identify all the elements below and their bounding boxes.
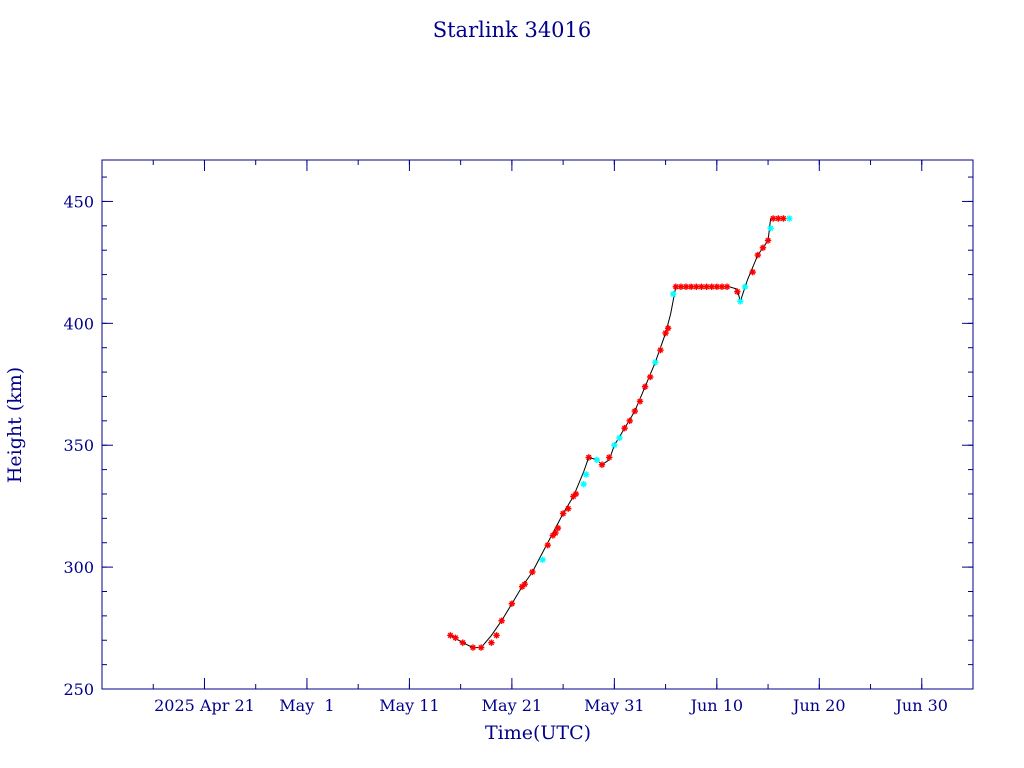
data-point: [670, 290, 677, 298]
data-point: [631, 407, 639, 415]
data-point: [749, 268, 756, 276]
plot-frame: [101, 159, 974, 690]
data-point: [493, 632, 500, 639]
data-point: [508, 600, 516, 607]
data-point: [657, 346, 664, 354]
data-point: [636, 398, 644, 405]
data-point: [767, 225, 774, 232]
data-point: [723, 283, 731, 290]
x-tick-label: Jun 10: [689, 696, 743, 715]
data-point: [498, 617, 505, 624]
data-point: [529, 568, 536, 576]
axis-ticks: [102, 160, 974, 690]
y-axis-label: Height (km): [4, 367, 26, 483]
x-tick-label: May 31: [584, 696, 644, 715]
y-tick-label: 450: [63, 192, 94, 211]
x-tick-label: Jun 20: [791, 696, 845, 715]
data-point: [606, 454, 613, 461]
data-point: [447, 632, 454, 639]
x-tick-label: 2025 Apr 21: [154, 696, 255, 715]
data-point: [459, 639, 466, 646]
x-tick-labels: 2025 Apr 21 May 1 May 11 May 21 May 31 Jun 10…: [154, 696, 948, 715]
x-tick-label: May 21: [482, 696, 542, 715]
data-point: [559, 510, 567, 517]
data-point: [582, 471, 590, 478]
data-point: [626, 417, 633, 425]
data-point: [652, 359, 659, 366]
data-point: [734, 288, 741, 295]
x-tick-label: May 1: [279, 696, 334, 715]
data-point: [585, 454, 592, 461]
data-point: [452, 634, 459, 642]
x-axis-label: Time(UTC): [485, 722, 591, 744]
data-point: [759, 244, 767, 251]
data-points: [447, 215, 793, 651]
y-tick-label: 250: [63, 680, 94, 699]
data-point: [621, 424, 628, 432]
data-point: [662, 329, 669, 337]
data-point: [664, 325, 672, 332]
data-point: [647, 373, 654, 381]
data-point: [488, 639, 495, 646]
data-point: [469, 644, 477, 651]
y-tick-labels: 250 300 350 400 450: [63, 192, 94, 699]
y-tick-label: 350: [63, 436, 94, 455]
data-point: [677, 283, 685, 290]
data-point: [552, 529, 559, 537]
data-point: [718, 283, 726, 290]
data-point: [737, 298, 744, 305]
data-point: [611, 442, 618, 449]
data-point: [598, 461, 606, 468]
chart-title: Starlink 34016: [433, 18, 592, 42]
y-tick-label: 300: [63, 558, 94, 577]
x-tick-label: May 11: [379, 696, 439, 715]
y-tick-label: 400: [63, 314, 94, 333]
data-point: [580, 481, 587, 488]
data-point: [764, 237, 772, 244]
x-tick-label: Jun 30: [894, 696, 948, 715]
data-point: [741, 283, 749, 290]
data-point: [554, 524, 562, 532]
data-point: [593, 456, 601, 464]
data-point: [544, 541, 551, 549]
data-point: [521, 580, 528, 588]
trajectory-line: [450, 218, 790, 649]
data-point: [616, 434, 623, 442]
data-point: [539, 556, 546, 563]
data-point: [754, 251, 762, 259]
data-point: [786, 215, 793, 222]
data-point: [641, 383, 649, 390]
data-point: [477, 644, 485, 651]
data-point: [572, 490, 580, 498]
data-point: [780, 215, 787, 222]
data-point: [565, 505, 572, 512]
